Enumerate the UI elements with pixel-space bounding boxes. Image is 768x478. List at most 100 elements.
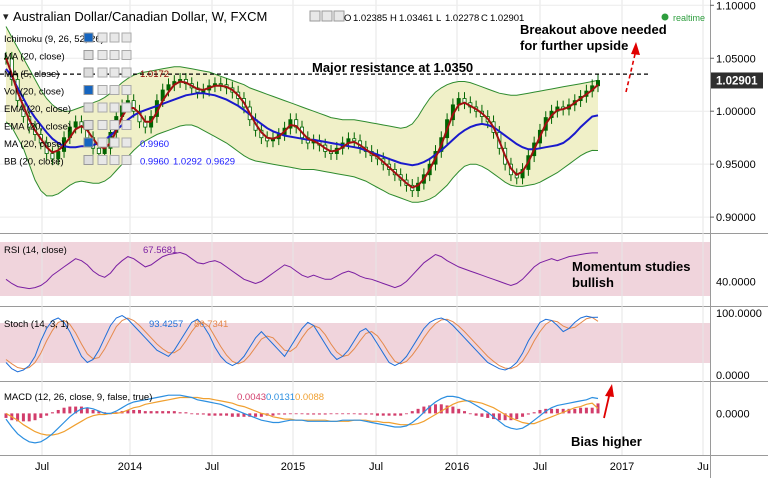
close-icon[interactable] <box>333 10 345 22</box>
add-icon[interactable] <box>321 10 333 22</box>
visibility-toggle-icon[interactable] <box>83 120 94 130</box>
x-axis-label: 2014 <box>118 461 142 473</box>
visibility-toggle-icon[interactable] <box>83 67 94 78</box>
settings-icon[interactable] <box>97 50 108 60</box>
macd-histogram-bar <box>167 411 171 414</box>
macd-histogram-bar <box>399 413 403 416</box>
close-icon[interactable] <box>121 137 132 148</box>
settings-icon[interactable] <box>97 67 108 78</box>
settings-icon[interactable] <box>309 10 321 22</box>
macd-histogram-bar <box>445 405 449 414</box>
macd-histogram-bar <box>16 413 20 422</box>
add-icon[interactable] <box>109 102 120 113</box>
macd-histogram-bar <box>259 413 263 417</box>
close-icon[interactable] <box>121 102 132 113</box>
rsi-legend: RSI (14, close) 67.5681 <box>4 245 177 256</box>
macd-histogram-bar <box>335 413 339 415</box>
settings-icon[interactable] <box>97 102 108 113</box>
macd-histogram-bar <box>364 413 368 415</box>
close-icon[interactable] <box>121 50 132 60</box>
ohlc-high-label: H <box>390 13 397 24</box>
add-icon[interactable] <box>109 120 120 130</box>
macd-histogram-bar <box>178 412 182 414</box>
add-icon[interactable] <box>109 50 120 60</box>
visibility-toggle-icon[interactable] <box>83 50 94 60</box>
macd-histogram-bar <box>567 408 571 414</box>
macd-histogram-bar <box>97 411 101 414</box>
price-axis-label: 0.95000 <box>716 159 756 171</box>
stoch-axis-label: 100.0000 <box>716 308 762 320</box>
macd-histogram-bar <box>497 413 501 421</box>
visibility-toggle-icon[interactable] <box>83 32 94 43</box>
last-price-tag: 1.02901 <box>711 72 763 89</box>
realtime-label: realtime <box>673 13 705 23</box>
indicator-value: 0.9960 <box>140 139 169 150</box>
settings-icon[interactable] <box>97 85 108 95</box>
macd-histogram-bar <box>288 413 292 415</box>
indicator-name: MA (20, close) <box>4 139 65 150</box>
macd-histogram-bar <box>155 411 159 414</box>
macd-histogram-bar <box>149 411 153 414</box>
ma5-line <box>5 57 599 189</box>
macd-histogram-bar <box>428 405 432 414</box>
macd-signal-value: 0.0088 <box>295 392 324 403</box>
add-icon[interactable] <box>109 85 120 95</box>
add-icon[interactable] <box>109 155 120 165</box>
macd-histogram-bar <box>277 413 281 415</box>
macd-histogram-bar <box>50 412 54 414</box>
indicator-name: EMA (20, close) <box>4 122 71 133</box>
indicator-value: 1.0172 <box>140 69 169 80</box>
settings-icon[interactable] <box>97 120 108 130</box>
macd-histogram-bar <box>317 413 321 415</box>
price-series <box>4 26 601 203</box>
indicator-name: Vol (20, close) <box>4 87 64 98</box>
ohlc-low-label: L <box>436 13 441 24</box>
visibility-toggle-icon[interactable] <box>83 155 94 165</box>
add-icon[interactable] <box>109 32 120 43</box>
visibility-toggle-icon[interactable] <box>83 85 94 95</box>
indicator-name: BB (20, close) <box>4 157 64 168</box>
macd-histogram-bar <box>526 413 530 415</box>
rsi-series <box>5 251 598 290</box>
x-axis-label: Jul <box>369 461 383 473</box>
close-icon[interactable] <box>121 120 132 130</box>
add-icon[interactable] <box>109 137 120 148</box>
x-axis-label: Jul <box>533 461 547 473</box>
settings-icon[interactable] <box>97 32 108 43</box>
stoch-band <box>0 323 710 363</box>
macd-label: MACD (12, 26, close, 9, false, true) <box>4 392 152 403</box>
macd-histogram-bar <box>312 413 316 415</box>
close-icon[interactable] <box>121 32 132 43</box>
resistance-annotation: Major resistance at 1.0350 <box>312 60 473 75</box>
macd-histogram-bar <box>381 413 385 416</box>
visibility-toggle-icon[interactable] <box>83 102 94 113</box>
close-icon[interactable] <box>121 67 132 78</box>
macd-histogram-bar <box>323 413 327 415</box>
macd-histogram-bar <box>27 413 31 422</box>
settings-icon[interactable] <box>97 137 108 148</box>
indicator-value: 1.0292 <box>173 157 202 168</box>
x-axis-label: 2016 <box>445 461 469 473</box>
close-icon[interactable] <box>121 85 132 95</box>
macd-histogram-bar <box>515 413 519 420</box>
macd-histogram-bar <box>509 413 513 421</box>
settings-icon[interactable] <box>97 155 108 165</box>
macd-histogram-bar <box>45 413 49 416</box>
chart-header: ▾ Australian Dollar/Canadian Dollar, W, … <box>3 9 705 24</box>
macd-histogram-bar <box>463 411 467 414</box>
macd-histogram-bar <box>573 408 577 414</box>
macd-histogram-bar <box>271 413 275 416</box>
macd-histogram-bar <box>486 413 490 418</box>
visibility-toggle-icon[interactable] <box>83 137 94 148</box>
macd-histogram-bar <box>33 413 37 421</box>
chevron-down-icon[interactable]: ▾ <box>3 11 9 23</box>
bias-annotation: Bias higher <box>571 434 642 449</box>
stoch-axis-label: 0.0000 <box>716 370 750 382</box>
macd-histogram-bar <box>503 413 507 421</box>
macd-line-value: 0.0131 <box>266 392 295 403</box>
rsi-axis-label: 40.0000 <box>716 276 756 288</box>
indicator-value: 0.9629 <box>206 157 235 168</box>
close-icon[interactable] <box>121 155 132 165</box>
add-icon[interactable] <box>109 67 120 78</box>
